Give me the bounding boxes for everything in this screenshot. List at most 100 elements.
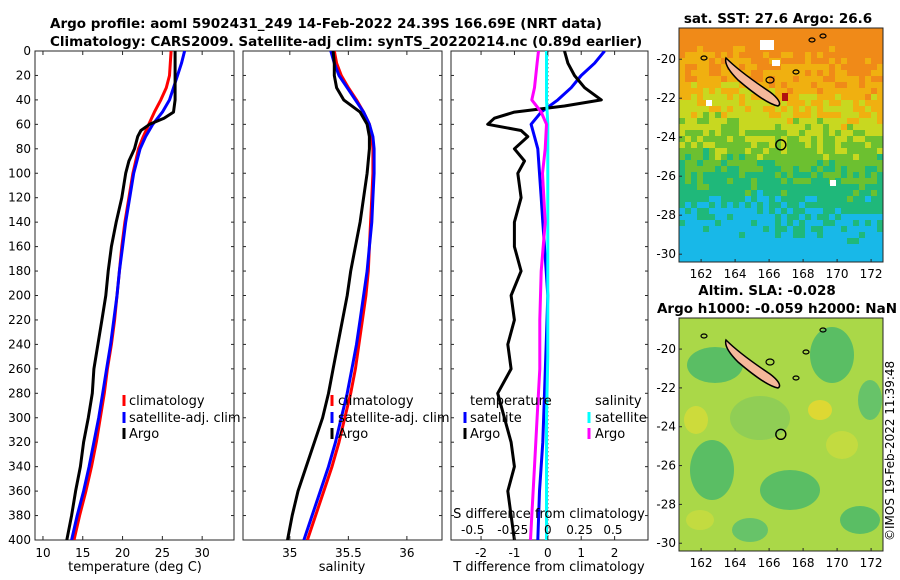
x-tick-label: -2: [475, 546, 487, 560]
sst-pixel: [829, 238, 835, 244]
sst-pixel: [799, 58, 805, 64]
sst-pixel: [685, 232, 691, 238]
sst-pixel: [727, 52, 733, 58]
sst-pixel: [817, 106, 823, 112]
sst-pixel: [769, 214, 775, 220]
sst-pixel: [859, 256, 865, 262]
sst-pixel: [781, 124, 787, 130]
sst-pixel: [841, 130, 847, 136]
sst-pixel: [841, 34, 847, 40]
map-lon-label: 164: [724, 556, 747, 570]
sst-pixel: [877, 28, 883, 34]
depth-tick-label: 120: [8, 191, 31, 205]
sst-pixel: [787, 136, 793, 142]
sst-pixel: [817, 220, 823, 226]
sst-pixel: [721, 34, 727, 40]
sst-pixel: [859, 112, 865, 118]
sst-pixel: [727, 88, 733, 94]
sst-pixel: [865, 64, 871, 70]
sst-pixel: [799, 226, 805, 232]
sst-pixel: [685, 178, 691, 184]
sst-pixel: [829, 250, 835, 256]
sst-pixel: [691, 52, 697, 58]
sst-pixel: [769, 70, 775, 76]
sst-pixel: [679, 202, 685, 208]
sst-pixel: [697, 124, 703, 130]
sst-pixel: [679, 100, 685, 106]
sst-pixel: [799, 214, 805, 220]
sst-pixel: [811, 238, 817, 244]
sst-pixel: [733, 166, 739, 172]
sst-pixel: [805, 220, 811, 226]
sst-pixel: [691, 76, 697, 82]
sst-pixel: [781, 256, 787, 262]
sst-pixel: [823, 250, 829, 256]
sst-pixel: [775, 244, 781, 250]
sst-pixel: [859, 214, 865, 220]
sst-pixel: [733, 58, 739, 64]
sst-pixel: [865, 142, 871, 148]
sst-pixel: [787, 64, 793, 70]
sst-pixel: [787, 214, 793, 220]
sst-pixel: [721, 232, 727, 238]
sst-pixel: [835, 118, 841, 124]
sst-pixel: [793, 88, 799, 94]
sst-pixel: [841, 178, 847, 184]
sst-pixel: [859, 28, 865, 34]
sst-pixel: [787, 124, 793, 130]
sst-pixel: [733, 184, 739, 190]
series-argo-line: [65, 51, 177, 540]
salinity-axes: [242, 50, 443, 541]
sst-pixel: [745, 112, 751, 118]
sst-pixel: [739, 88, 745, 94]
sst-pixel: [787, 70, 793, 76]
sst-pixel: [853, 136, 859, 142]
sst-pixel: [751, 160, 757, 166]
sst-pixel: [805, 184, 811, 190]
sst-pixel: [703, 208, 709, 214]
sst-pixel: [877, 130, 883, 136]
sst-pixel: [751, 58, 757, 64]
sst-pixel: [679, 226, 685, 232]
sst-pixel: [793, 214, 799, 220]
sst-map: [679, 28, 883, 262]
sst-pixel: [811, 202, 817, 208]
sst-pixel: [835, 250, 841, 256]
sst-pixel: [877, 112, 883, 118]
sst-pixel: [703, 46, 709, 52]
sst-pixel: [685, 40, 691, 46]
sst-pixel: [793, 28, 799, 34]
sst-pixel: [793, 100, 799, 106]
sst-pixel: [757, 214, 763, 220]
sst-pixel: [769, 172, 775, 178]
sst-pixel: [817, 70, 823, 76]
sst-pixel: [739, 82, 745, 88]
sst-pixel: [727, 154, 733, 160]
sst-pixel: [685, 148, 691, 154]
map-lat-label: -26: [656, 459, 676, 473]
sst-pixel: [685, 214, 691, 220]
sst-pixel: [823, 208, 829, 214]
sst-pixel: [679, 70, 685, 76]
sst-pixel: [811, 256, 817, 262]
sst-pixel: [841, 124, 847, 130]
sst-pixel: [799, 94, 805, 100]
sst-pixel: [739, 244, 745, 250]
sst-pixel: [781, 106, 787, 112]
sst-pixel: [841, 64, 847, 70]
sst-pixel: [745, 58, 751, 64]
sst-pixel: [859, 190, 865, 196]
sst-pixel: [847, 172, 853, 178]
sst-pixel: [841, 70, 847, 76]
sst-pixel: [877, 52, 883, 58]
sst-pixel: [781, 136, 787, 142]
sst-pixel: [745, 94, 751, 100]
sst-pixel: [805, 28, 811, 34]
sst-pixel: [871, 112, 877, 118]
sst-pixel: [721, 88, 727, 94]
islet-outline: [819, 33, 827, 39]
sst-pixel: [841, 112, 847, 118]
sst-pixel: [697, 208, 703, 214]
series-salinity-satellite-line: [545, 51, 550, 540]
sst-pixel: [745, 52, 751, 58]
